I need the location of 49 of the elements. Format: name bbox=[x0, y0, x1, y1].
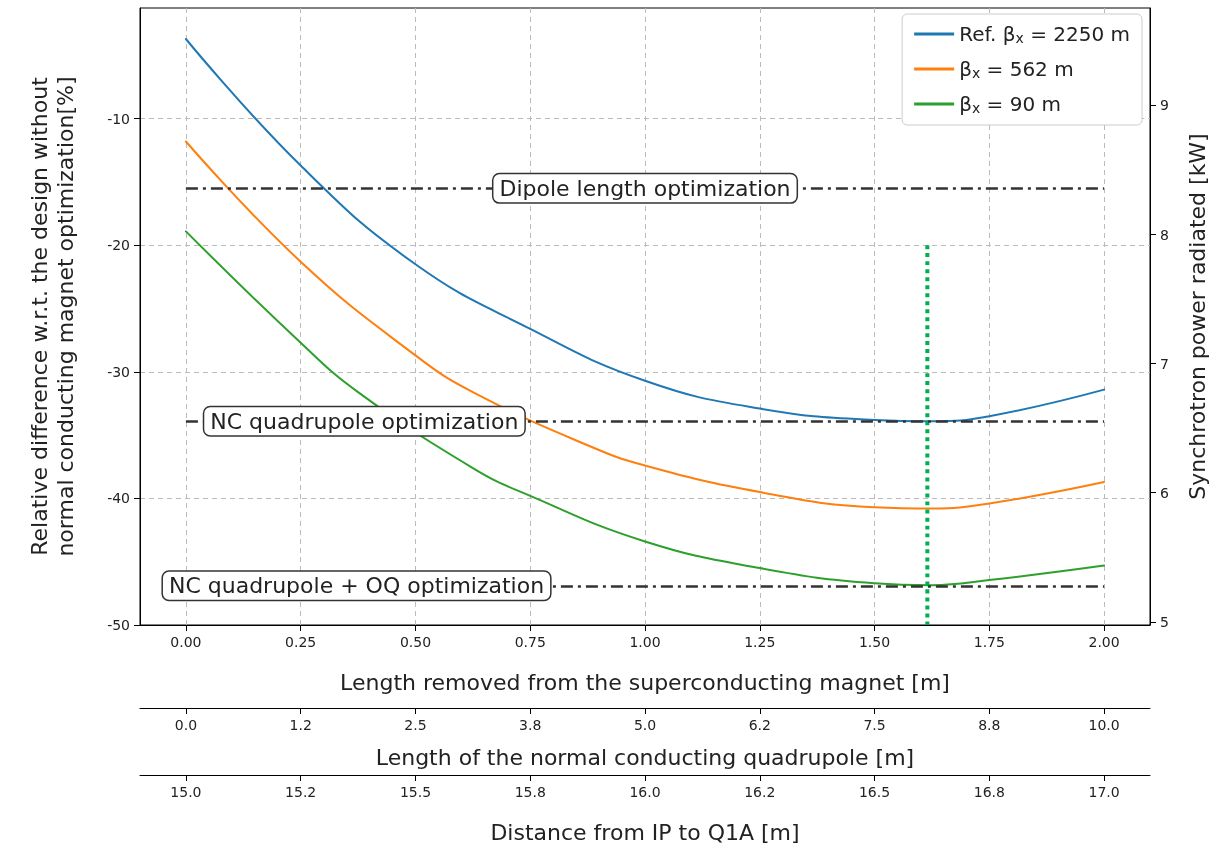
ref-line-label: NC quadrupole + OQ optimization bbox=[168, 573, 545, 599]
y2-axis-title: Synchrotron power radiated [kW] bbox=[1184, 133, 1210, 500]
x-tick-label: 1.25 bbox=[744, 634, 776, 650]
y-tick-label: -10 bbox=[107, 110, 130, 127]
x-tick-label: 1.50 bbox=[858, 634, 891, 650]
x2-tick-label: 10.0 bbox=[1088, 717, 1120, 733]
y2-tick-label: 5 bbox=[1160, 613, 1169, 630]
x-tick-label: 0.00 bbox=[170, 634, 202, 650]
legend-label: βx = 90 m bbox=[959, 92, 1061, 116]
y2-tick-label: 9 bbox=[1160, 97, 1169, 114]
x-axis-title: Length removed from the superconducting magnet [m] bbox=[340, 669, 950, 695]
x2-tick-label: 1.2 bbox=[289, 717, 312, 733]
annotation: 16.2 bbox=[744, 784, 776, 800]
x2-tick-label: 8.8 bbox=[978, 717, 1001, 733]
y-tick-label: -40 bbox=[107, 490, 130, 507]
x2-axis-title: Length of the normal conducting quadrupole [m] bbox=[375, 744, 915, 770]
x-tick-label: 1.00 bbox=[629, 634, 661, 650]
x2-tick-label: 6.2 bbox=[748, 717, 771, 733]
annotation: 15.0 bbox=[170, 784, 202, 800]
annotation: 16.0 bbox=[629, 784, 661, 800]
x2-tick-label: 2.5 bbox=[404, 717, 427, 733]
ref-line-label: Dipole length optimization bbox=[499, 175, 791, 201]
x2-tick-label: 3.8 bbox=[519, 717, 542, 733]
annotation: 16.8 bbox=[973, 784, 1005, 800]
x2-tick-label: 5.0 bbox=[633, 717, 657, 733]
annotation: 15.8 bbox=[514, 784, 546, 800]
annotation: 15.5 bbox=[399, 784, 432, 800]
x2-tick-label: 0.0 bbox=[174, 717, 198, 733]
y2-tick-label: 6 bbox=[1160, 484, 1169, 501]
y2-tick-label: 8 bbox=[1160, 226, 1169, 243]
ref-line-label: NC quadrupole optimization bbox=[210, 408, 519, 434]
y-axis-title: Relative difference w.r.t. the design without normal conducting magnet optimization[%] bbox=[26, 76, 78, 557]
x-tick-label: 0.50 bbox=[399, 634, 432, 650]
annotation: 16.5 bbox=[858, 784, 891, 800]
y-tick-label: -50 bbox=[107, 617, 130, 633]
x-tick-label: 1.75 bbox=[973, 634, 1005, 650]
annotation: 17.0 bbox=[1088, 784, 1120, 800]
line-series bbox=[184, 140, 1106, 510]
x-tick-label: 0.75 bbox=[514, 634, 546, 650]
text: Distance from IP to Q1A [m] bbox=[490, 819, 800, 845]
annotation: 15.2 bbox=[285, 784, 317, 800]
legend-label: βx = 562 m bbox=[959, 57, 1074, 81]
legend-label: Ref. βx = 2250 m bbox=[959, 22, 1131, 46]
y-tick-label: -20 bbox=[107, 237, 130, 254]
x-tick-label: 2.00 bbox=[1088, 634, 1120, 650]
y2-tick-label: 7 bbox=[1160, 355, 1169, 372]
y-tick-label: -30 bbox=[107, 363, 130, 380]
x2-tick-label: 7.5 bbox=[863, 717, 886, 733]
x-tick-label: 0.25 bbox=[285, 634, 317, 650]
